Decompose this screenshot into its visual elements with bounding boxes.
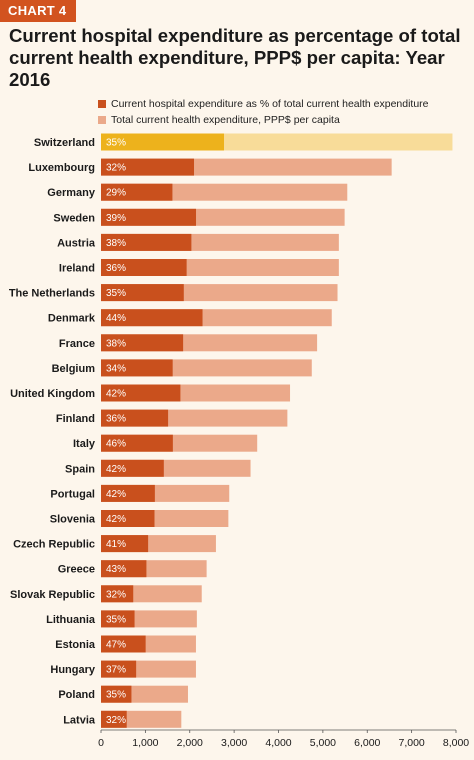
x-tick-label: 3,000 [221,737,247,749]
x-tick-label: 5,000 [310,737,336,749]
hospital-expenditure-bar-the-netherlands [101,284,184,302]
x-tick-label: 7,000 [398,737,424,749]
hospital-expenditure-bar-sweden [101,208,197,226]
legend-label-total-expenditure: Total current health expenditure, PPP$ p… [111,114,340,126]
hospital-expenditure-bar-greece [101,560,147,578]
category-label-luxembourg: Luxembourg [28,162,95,174]
hospital-expenditure-bar-slovak-republic [101,585,134,603]
x-tick-label: 1,000 [132,737,158,749]
category-label-hungary: Hungary [50,664,96,676]
legend-item-total-expenditure: Total current health expenditure, PPP$ p… [98,112,468,128]
hospital-share-label-ireland: 36% [106,263,126,274]
hospital-expenditure-bar-france [101,334,184,352]
category-label-finland: Finland [56,413,95,425]
chart-title: Current hospital expenditure as percenta… [9,25,461,90]
hospital-share-label-italy: 46% [106,439,126,450]
hospital-share-label-spain: 42% [106,464,126,475]
category-label-slovenia: Slovenia [50,514,96,526]
category-label-czech-republic: Czech Republic [13,539,95,551]
hospital-share-label-lithuania: 35% [106,614,126,625]
hospital-expenditure-bar-hungary [101,660,137,678]
category-label-austria: Austria [57,237,96,249]
category-label-slovak-republic: Slovak Republic [10,589,95,601]
hospital-share-label-finland: 36% [106,414,126,425]
hospital-share-label-hungary: 37% [106,665,126,676]
hospital-share-label-france: 38% [106,338,126,349]
category-label-the-netherlands: The Netherlands [9,288,95,300]
hospital-share-label-greece: 43% [106,564,126,575]
legend-swatch-hospital-share [98,100,106,108]
category-label-lithuania: Lithuania [46,614,96,626]
hospital-share-label-germany: 29% [106,188,126,199]
hospital-expenditure-bar-czech-republic [101,535,149,553]
category-label-latvia: Latvia [63,714,96,726]
hospital-share-label-austria: 38% [106,238,126,249]
category-label-sweden: Sweden [53,212,95,224]
legend-item-hospital-share: Current hospital expenditure as % of tot… [98,96,468,112]
category-label-poland: Poland [58,689,95,701]
hospital-share-label-the-netherlands: 35% [106,288,126,299]
x-tick-label: 2,000 [177,737,203,749]
hospital-expenditure-bar-austria [101,233,192,251]
category-label-germany: Germany [47,187,96,199]
hospital-share-label-poland: 35% [106,690,126,701]
category-label-denmark: Denmark [48,313,96,325]
category-label-greece: Greece [58,564,95,576]
hospital-share-label-latvia: 32% [106,715,126,726]
category-label-portugal: Portugal [50,488,95,500]
x-tick-label: 6,000 [354,737,380,749]
category-label-italy: Italy [73,438,96,450]
hospital-share-label-slovak-republic: 32% [106,589,126,600]
hospital-expenditure-bar-germany [101,183,173,201]
legend-label-hospital-share: Current hospital expenditure as % of tot… [111,98,429,110]
hospital-expenditure-bar-spain [101,459,164,477]
category-label-united-kingdom: United Kingdom [10,388,95,400]
hospital-expenditure-bar-slovenia [101,510,155,527]
hospital-expenditure-bar-belgium [101,359,173,377]
hospital-share-label-sweden: 39% [106,213,126,224]
hospital-expenditure-bar-italy [101,434,173,452]
hospital-expenditure-bar-switzerland [101,133,225,151]
hospital-share-label-luxembourg: 32% [106,163,126,174]
hospital-share-label-estonia: 47% [106,640,126,651]
hospital-share-label-united-kingdom: 42% [106,389,126,400]
hospital-expenditure-bar-latvia [101,710,127,728]
category-label-estonia: Estonia [55,639,96,651]
hospital-expenditure-bar-estonia [101,635,146,653]
hospital-expenditure-bar-luxembourg [101,158,195,176]
category-label-belgium: Belgium [52,363,96,375]
legend-swatch-total-expenditure [98,116,106,124]
hospital-expenditure-bar-united-kingdom [101,384,181,402]
hospital-share-label-switzerland: 35% [106,138,126,149]
hospital-expenditure-bar-portugal [101,484,155,502]
category-label-france: France [59,338,95,350]
hospital-share-label-denmark: 44% [106,313,126,324]
hospital-expenditure-bar-lithuania [101,610,135,628]
legend: Current hospital expenditure as % of tot… [98,96,468,128]
x-tick-label: 4,000 [265,737,291,749]
hospital-share-label-czech-republic: 41% [106,539,126,550]
hospital-share-label-slovenia: 42% [106,514,126,525]
hospital-share-label-portugal: 42% [106,489,126,500]
hospital-expenditure-bar-ireland [101,259,187,276]
category-label-spain: Spain [65,463,95,475]
category-label-ireland: Ireland [59,263,95,275]
x-tick-label: 8,000 [443,737,469,749]
hospital-share-label-belgium: 34% [106,363,126,374]
hospital-expenditure-bar-denmark [101,309,203,327]
x-tick-label: 0 [98,737,104,749]
chart-number-tag: CHART 4 [0,0,77,22]
hospital-expenditure-bar-finland [101,409,169,427]
hospital-expenditure-bar-poland [101,685,132,703]
category-label-switzerland: Switzerland [34,137,95,149]
